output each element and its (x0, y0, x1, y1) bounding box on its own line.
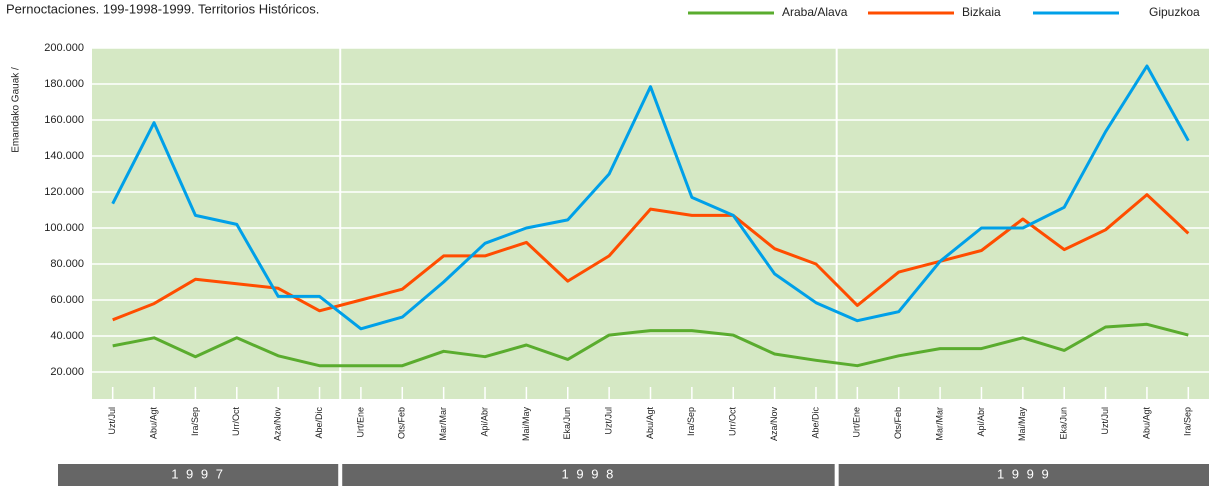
year-label: 1 9 9 7 (171, 466, 225, 481)
x-tick-label: Mai/May (1017, 407, 1027, 442)
legend-label: Araba/Alava (782, 5, 848, 19)
x-tick-label: Ira/Sep (686, 407, 696, 436)
y-tick-label: 100.000 (44, 222, 84, 234)
y-tick-label: 60.000 (50, 294, 84, 306)
chart-title: Pernoctaciones. 199-1998-1999. Territori… (6, 1, 319, 16)
x-tick-label: Eka/Jun (562, 407, 572, 440)
y-axis-label: Emandako Gauak / (11, 67, 22, 153)
x-tick-label: Urt/Ene (355, 407, 365, 438)
x-tick-label: Ots/Feb (397, 407, 407, 439)
y-tick-label: 80.000 (50, 258, 84, 270)
x-tick-label: Abe/Dic (810, 407, 820, 439)
x-tick-label: Uzt/Jul (107, 407, 117, 435)
x-tick-label: Abu/Agt (148, 407, 158, 440)
x-tick-label: Abu/Agt (645, 407, 655, 440)
x-tick-label: Api/Abr (976, 407, 986, 437)
x-tick-label: Mai/May (521, 407, 531, 442)
y-tick-label: 160.000 (44, 114, 84, 126)
y-tick-label: 180.000 (44, 78, 84, 90)
x-tick-label: Ira/Sep (1183, 407, 1193, 436)
y-tick-label: 140.000 (44, 150, 84, 162)
x-tick-label: Abu/Agt (1141, 407, 1151, 440)
x-tick-label: Aza/Nov (769, 407, 779, 442)
legend-label: Gipuzkoa (1149, 5, 1200, 19)
x-tick-label: Urr/Oct (728, 407, 738, 436)
x-tick-label: Mar/Mar (438, 407, 448, 441)
year-label: 1 9 9 9 (997, 466, 1051, 481)
series-line (111, 64, 1190, 331)
y-tick-label: 40.000 (50, 330, 84, 342)
x-tick-label: Eka/Jun (1059, 407, 1069, 440)
year-bar (342, 464, 835, 486)
y-tick-label: 20.000 (50, 366, 84, 378)
x-tick-label: Mar/Mar (934, 407, 944, 441)
plot-background (92, 48, 1209, 399)
year-bar (58, 464, 339, 486)
x-tick-label: Uzt/Jul (604, 407, 614, 435)
x-tick-label: Aza/Nov (273, 407, 283, 442)
x-tick-label: Urr/Oct (231, 407, 241, 436)
year-bar (838, 464, 1209, 486)
series-line (112, 322, 1189, 368)
x-tick-label: Ots/Feb (893, 407, 903, 439)
legend-label: Bizkaia (962, 5, 1001, 19)
x-tick-label: Uzt/Jul (1100, 407, 1110, 435)
x-tick-label: Api/Abr (479, 407, 489, 437)
x-tick-label: Abe/Dic (314, 407, 324, 439)
x-tick-label: Urt/Ene (852, 407, 862, 438)
y-tick-label: 120.000 (44, 186, 84, 198)
x-tick-label: Ira/Sep (190, 407, 200, 436)
y-tick-label: 200.000 (44, 42, 84, 54)
year-label: 1 9 9 8 (562, 466, 616, 481)
